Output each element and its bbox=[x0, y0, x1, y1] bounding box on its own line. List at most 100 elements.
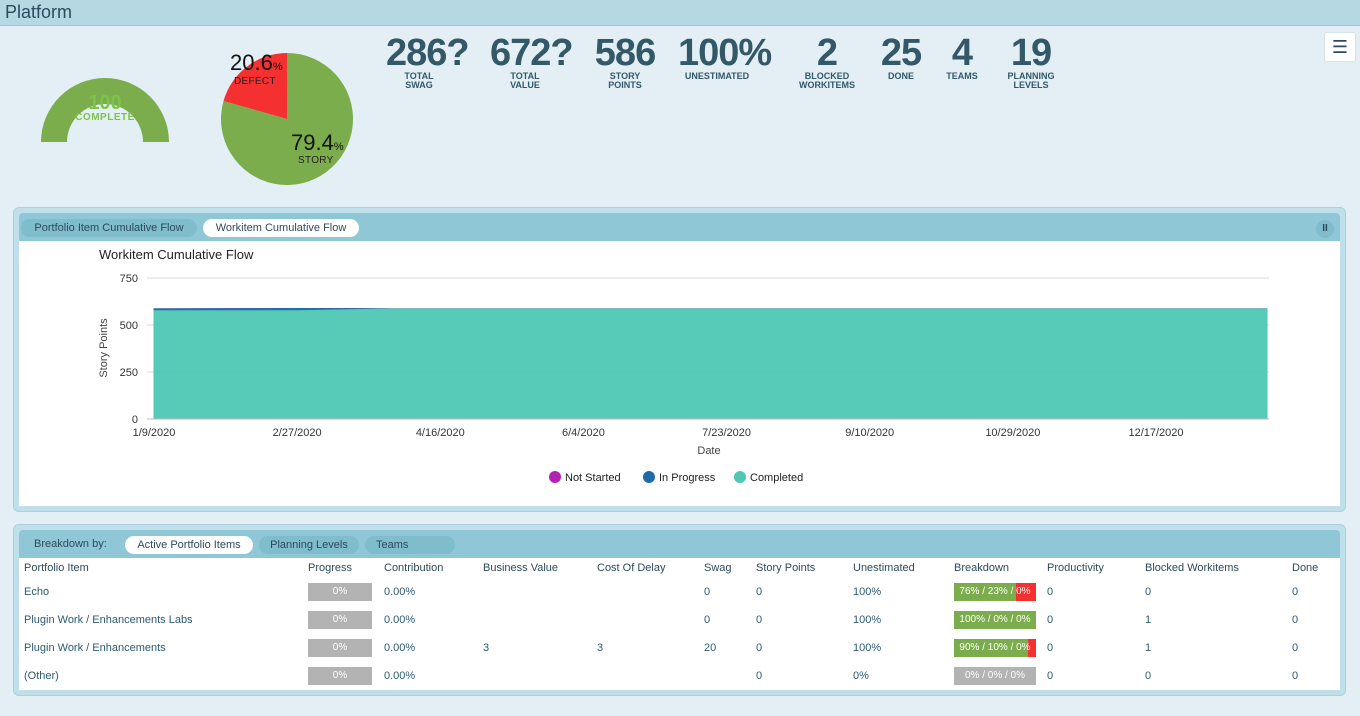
breakdown-seg-green bbox=[954, 611, 1036, 629]
stat-done: 25 DONE bbox=[880, 32, 922, 81]
breakdown-text: 76% / 23% / 0% bbox=[959, 586, 1031, 597]
col-done[interactable]: Done bbox=[1292, 562, 1319, 574]
defect-percent: 20.6% bbox=[230, 50, 283, 75]
breakdown-table: Portfolio Item Progress Contribution Bus… bbox=[19, 558, 1337, 690]
portfolio-item-name[interactable]: Plugin Work / Enhancements Labs bbox=[24, 614, 193, 626]
legend-label-completed: Completed bbox=[750, 472, 803, 484]
unestimated-cell: 0% bbox=[853, 670, 869, 682]
pie-slice-defect[interactable] bbox=[223, 52, 287, 119]
story-points-cell: 0 bbox=[756, 614, 763, 626]
tab-active-portfolio-items[interactable]: Active Portfolio Items bbox=[125, 536, 253, 554]
stat-total-value: 672? TOTAL VALUE bbox=[490, 32, 574, 90]
swag-cell: 0 bbox=[704, 614, 711, 626]
col-cost-of-delay[interactable]: Cost Of Delay bbox=[597, 562, 666, 574]
breakdown-text: 90% / 10% / 0% bbox=[959, 642, 1031, 653]
breakdown-seg-grey bbox=[954, 667, 1036, 685]
breakdown-bar: 0% / 0% / 0% bbox=[954, 667, 1036, 685]
col-unestimated[interactable]: Unestimated bbox=[853, 562, 915, 574]
type-pie-chart: 20.6% DEFECT 79.4% STORY bbox=[218, 50, 358, 190]
business-value-cell bbox=[478, 662, 592, 690]
stat-blocked-workitems: 2 BLOCKED WORKITEMS bbox=[799, 32, 855, 90]
col-contribution[interactable]: Contribution bbox=[384, 562, 444, 574]
menu-button[interactable]: ☰ bbox=[1324, 32, 1356, 62]
breakdown-bar: 76% / 23% / 0% bbox=[954, 583, 1036, 601]
table-row[interactable]: Plugin Work / Enhancements Labs 0% 0.00% 0 0… bbox=[19, 606, 1337, 634]
y-tick-label: 0 bbox=[132, 414, 138, 426]
portfolio-item-name[interactable]: (Other) bbox=[24, 670, 59, 682]
breakdown-cell: 76% / 23% / 0% bbox=[949, 578, 1042, 606]
chart-legend: Not Started In Progress Completed bbox=[549, 471, 803, 484]
stat-teams: 4 TEAMS bbox=[946, 32, 978, 81]
portfolio-item-name[interactable]: Plugin Work / Enhancements bbox=[24, 642, 166, 654]
y-axis-label: Story Points bbox=[98, 318, 110, 378]
table-header-row: Portfolio Item Progress Contribution Bus… bbox=[19, 558, 1337, 578]
story-percent: 79.4% bbox=[291, 130, 344, 155]
legend-label-not-started: Not Started bbox=[565, 472, 621, 484]
top-bar: Platform bbox=[0, 0, 1360, 26]
x-tick-label: 12/17/2020 bbox=[1128, 427, 1183, 439]
done-cell: 0 bbox=[1292, 670, 1299, 682]
breakdown-seg-red bbox=[1016, 583, 1036, 601]
x-tick-label: 7/23/2020 bbox=[702, 427, 751, 439]
unestimated-cell: 100% bbox=[853, 614, 882, 626]
y-tick-label: 750 bbox=[120, 273, 138, 285]
breakdown-panel-header: Breakdown by: Active Portfolio Items Pla… bbox=[19, 530, 1340, 558]
x-tick-label: 9/10/2020 bbox=[845, 427, 894, 439]
cumulative-flow-chart: 0 250 500 750 1/9/2020 2/27/2020 4/16/2020 6/4… bbox=[98, 273, 1269, 484]
legend-dot-completed bbox=[734, 471, 746, 483]
breakdown-cell: 100% / 0% / 0% bbox=[949, 606, 1042, 634]
tab-teams[interactable]: Teams bbox=[365, 536, 455, 554]
swag-cell bbox=[699, 662, 751, 690]
progress-bar: 0% bbox=[308, 639, 372, 657]
legend-label-in-progress: In Progress bbox=[659, 472, 716, 484]
x-tick-label: 1/9/2020 bbox=[133, 427, 176, 439]
stat-unestimated: 100% UNESTIMATED bbox=[678, 32, 772, 81]
blocked-workitems-cell: 0 bbox=[1145, 586, 1152, 598]
col-portfolio-item[interactable]: Portfolio Item bbox=[24, 562, 89, 574]
col-swag[interactable]: Swag bbox=[704, 562, 732, 574]
progress-bar: 0% bbox=[308, 667, 372, 685]
col-business-value[interactable]: Business Value bbox=[483, 562, 559, 574]
stat-total-swag: 286? TOTAL SWAG bbox=[386, 32, 470, 90]
y-tick-label: 250 bbox=[120, 367, 138, 379]
table-row[interactable]: (Other) 0% 0.00% 0 0% 0% / 0% / 0% 0 0 0 bbox=[19, 662, 1337, 690]
done-cell: 0 bbox=[1292, 642, 1299, 654]
cost-of-delay-cell bbox=[592, 578, 699, 606]
flow-panel-header: Portfolio Item Cumulative Flow Workitem … bbox=[19, 213, 1340, 241]
col-productivity[interactable]: Productivity bbox=[1047, 562, 1104, 574]
table-row[interactable]: Echo 0% 0.00% 0 0 100% 76% / 23% / 0% 0 0 0 bbox=[19, 578, 1337, 606]
business-value-cell: 3 bbox=[483, 642, 490, 654]
tab-workitem-cumulative-flow[interactable]: Workitem Cumulative Flow bbox=[203, 219, 359, 237]
tab-portfolio-item-cumulative-flow[interactable]: Portfolio Item Cumulative Flow bbox=[21, 219, 197, 237]
tab-planning-levels[interactable]: Planning Levels bbox=[259, 536, 359, 554]
business-value-cell bbox=[478, 606, 592, 634]
business-value-cell bbox=[478, 578, 592, 606]
pause-button[interactable]: II bbox=[1316, 220, 1334, 238]
col-story-points[interactable]: Story Points bbox=[756, 562, 816, 574]
blocked-workitems-cell: 1 bbox=[1145, 614, 1152, 626]
breakdown-table-area: Portfolio Item Progress Contribution Bus… bbox=[19, 558, 1340, 690]
x-tick-label: 2/27/2020 bbox=[273, 427, 322, 439]
completion-gauge: 100 COMPLETE bbox=[38, 66, 172, 146]
progress-cell: 0% bbox=[303, 578, 379, 606]
swag-cell: 0 bbox=[704, 586, 711, 598]
breakdown-bar: 100% / 0% / 0% bbox=[954, 611, 1036, 629]
table-row[interactable]: Plugin Work / Enhancements 0% 0.00% 3 3 20 0 10… bbox=[19, 634, 1337, 662]
chart-title: Workitem Cumulative Flow bbox=[99, 247, 254, 262]
breakdown-by-label: Breakdown by: bbox=[34, 538, 107, 550]
cost-of-delay-cell bbox=[592, 662, 699, 690]
breakdown-text: 0% / 0% / 0% bbox=[964, 670, 1026, 681]
portfolio-item-name[interactable]: Echo bbox=[24, 586, 50, 598]
breakdown-bar: 90% / 10% / 0% bbox=[954, 639, 1036, 657]
breakdown-cell: 0% / 0% / 0% bbox=[949, 662, 1042, 690]
breakdown-seg-green bbox=[954, 583, 1017, 601]
contribution-cell: 0.00% bbox=[384, 642, 416, 654]
col-blocked-workitems[interactable]: Blocked Workitems bbox=[1145, 562, 1239, 574]
x-tick-label: 10/29/2020 bbox=[985, 427, 1040, 439]
col-breakdown[interactable]: Breakdown bbox=[954, 562, 1010, 574]
page-title: Platform bbox=[5, 2, 73, 22]
productivity-cell: 0 bbox=[1047, 614, 1054, 626]
col-progress[interactable]: Progress bbox=[308, 562, 353, 574]
unestimated-cell: 100% bbox=[853, 642, 882, 654]
gauge-arc bbox=[41, 78, 169, 142]
